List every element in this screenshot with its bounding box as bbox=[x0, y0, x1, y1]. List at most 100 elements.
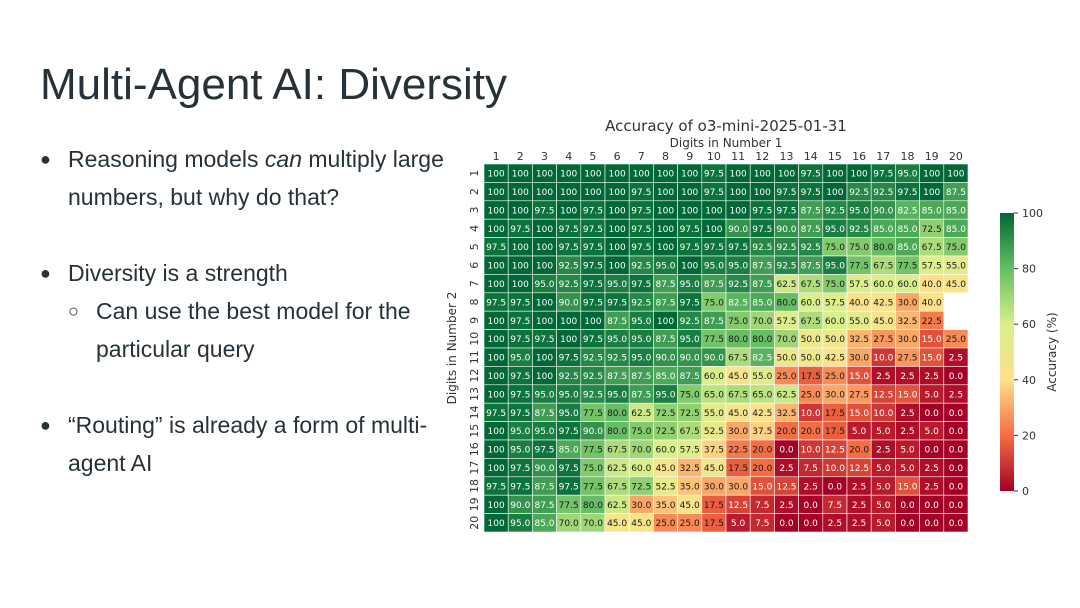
cell-value-label: 95.0 bbox=[680, 280, 700, 290]
cell-value-label: 55.0 bbox=[704, 409, 724, 419]
cell-value-label: 5.0 bbox=[876, 501, 891, 511]
cell-value-label: 92.5 bbox=[607, 354, 627, 364]
cell-value-label: 97.5 bbox=[486, 409, 506, 419]
cell-value-label: 32.5 bbox=[849, 335, 869, 345]
cell-value-label: 10.0 bbox=[801, 446, 821, 456]
cell-value-label: 92.5 bbox=[728, 280, 748, 290]
cell-value-label: 77.5 bbox=[897, 262, 917, 272]
cell-value-label: 2.5 bbox=[876, 372, 890, 382]
cell-value-label: 72.5 bbox=[680, 409, 700, 419]
cell-value-label: 100 bbox=[536, 317, 553, 327]
cell-value-label: 42.5 bbox=[825, 354, 845, 364]
cell-value-label: 72.5 bbox=[655, 409, 675, 419]
cell-value-label: 17.5 bbox=[801, 372, 821, 382]
cell-value-label: 97.5 bbox=[680, 225, 700, 235]
heatmap-cell bbox=[943, 513, 969, 533]
cell-value-label: 97.5 bbox=[631, 243, 651, 253]
y-tick-label: 2 bbox=[468, 188, 481, 195]
cell-value-label: 100 bbox=[609, 225, 626, 235]
cell-value-label: 95.0 bbox=[655, 262, 675, 272]
cell-value-label: 100 bbox=[488, 446, 505, 456]
cell-value-label: 10.0 bbox=[825, 464, 845, 474]
cell-value-label: 87.5 bbox=[655, 280, 675, 290]
cell-value-label: 100 bbox=[633, 170, 650, 180]
cell-value-label: 80.0 bbox=[583, 501, 603, 511]
cell-value-label: 92.5 bbox=[559, 280, 579, 290]
x-tick-label: 12 bbox=[755, 150, 769, 163]
x-tick-label: 19 bbox=[925, 150, 939, 163]
cell-value-label: 100 bbox=[488, 262, 505, 272]
cell-value-label: 97.5 bbox=[486, 243, 506, 253]
cell-value-label: 85.0 bbox=[655, 372, 675, 382]
cell-value-label: 32.5 bbox=[776, 409, 796, 419]
cell-value-label: 60.0 bbox=[825, 317, 845, 327]
cell-value-label: 0.0 bbox=[949, 427, 964, 437]
cell-value-label: 45.0 bbox=[655, 464, 675, 474]
y-tick-label: 8 bbox=[468, 299, 481, 306]
x-tick-label: 4 bbox=[565, 150, 572, 163]
bullet-dot-icon: ● bbox=[40, 149, 51, 169]
cell-value-label: 87.5 bbox=[704, 317, 724, 327]
x-tick-label: 16 bbox=[852, 150, 866, 163]
cell-value-label: 37.5 bbox=[704, 446, 724, 456]
cell-value-label: 100 bbox=[488, 519, 505, 529]
cell-value-label: 100 bbox=[923, 170, 940, 180]
cell-value-label: 70.0 bbox=[776, 335, 796, 345]
cell-value-label: 95.0 bbox=[607, 280, 627, 290]
cell-value-label: 95.0 bbox=[534, 427, 554, 437]
cell-value-label: 7.5 bbox=[828, 501, 842, 511]
cell-value-label: 30.0 bbox=[897, 335, 917, 345]
cell-value-label: 100 bbox=[536, 243, 553, 253]
cell-value-label: 12.5 bbox=[849, 464, 869, 474]
cell-value-label: 62.5 bbox=[607, 501, 627, 511]
cell-value-label: 75.0 bbox=[825, 280, 845, 290]
cell-value-label: 90.0 bbox=[583, 427, 603, 437]
sub-bullet-circle-icon: ○ bbox=[68, 301, 79, 321]
y-axis-label: Digits in Number 2 bbox=[445, 292, 459, 405]
cell-value-label: 30.0 bbox=[631, 501, 651, 511]
cell-value-label: 20.0 bbox=[752, 446, 772, 456]
cell-value-label: 12.5 bbox=[825, 446, 845, 456]
cell-value-label: 92.5 bbox=[559, 262, 579, 272]
y-tick-label: 16 bbox=[468, 442, 481, 456]
cell-value-label: 95.0 bbox=[704, 262, 724, 272]
cell-value-label: 60.0 bbox=[655, 446, 675, 456]
cell-value-label: 100 bbox=[536, 225, 553, 235]
cell-value-label: 100 bbox=[657, 188, 674, 198]
cell-value-label: 60.0 bbox=[873, 280, 893, 290]
cell-value-label: 2.5 bbox=[900, 409, 914, 419]
cell-value-label: 17.5 bbox=[728, 464, 748, 474]
colorbar-tick-label: 20 bbox=[1022, 429, 1036, 442]
cell-value-label: 100 bbox=[488, 464, 505, 474]
cell-value-label: 50.0 bbox=[801, 335, 821, 345]
y-tick-label: 4 bbox=[468, 225, 481, 232]
cell-value-label: 100 bbox=[609, 170, 626, 180]
cell-value-label: 87.5 bbox=[752, 280, 772, 290]
cell-value-label: 95.0 bbox=[728, 262, 748, 272]
cell-value-label: 25.0 bbox=[776, 372, 796, 382]
cell-value-label: 95.0 bbox=[607, 390, 627, 400]
cell-value-label: 100 bbox=[609, 188, 626, 198]
cell-value-label: 67.5 bbox=[607, 446, 627, 456]
bullet-dot-icon: ● bbox=[40, 415, 51, 435]
cell-value-label: 97.5 bbox=[801, 170, 821, 180]
cell-value-label: 35.0 bbox=[680, 482, 700, 492]
bullet-item: ● Reasoning models can multiply large nu… bbox=[40, 140, 450, 216]
cell-value-label: 97.5 bbox=[486, 482, 506, 492]
cell-value-label: 95.0 bbox=[897, 170, 917, 180]
cell-value-label: 77.5 bbox=[849, 262, 869, 272]
cell-value-label: 25.0 bbox=[655, 519, 675, 529]
cell-value-label: 20.0 bbox=[752, 464, 772, 474]
cell-value-label: 5.0 bbox=[876, 464, 891, 474]
cell-value-label: 100 bbox=[512, 188, 529, 198]
cell-value-label: 27.5 bbox=[849, 390, 869, 400]
cell-value-label: 60.0 bbox=[897, 280, 917, 290]
cell-value-label: 95.0 bbox=[534, 390, 554, 400]
cell-value-label: 95.0 bbox=[631, 354, 651, 364]
cell-value-label: 57.5 bbox=[776, 317, 796, 327]
cell-value-label: 100 bbox=[778, 170, 795, 180]
cell-value-label: 100 bbox=[488, 390, 505, 400]
cell-value-label: 95.0 bbox=[680, 335, 700, 345]
cell-value-label: 0.0 bbox=[949, 372, 964, 382]
cell-value-label: 87.5 bbox=[534, 482, 554, 492]
